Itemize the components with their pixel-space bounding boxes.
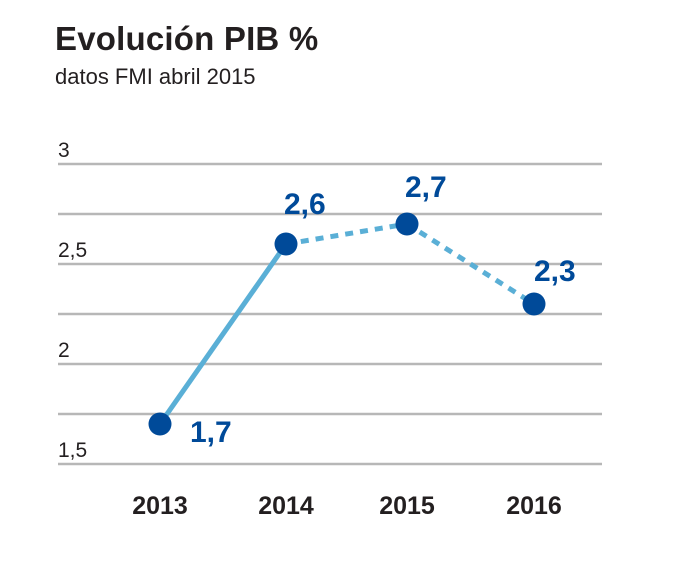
grid-layer [58,162,602,466]
solid-line-segment [157,242,289,426]
dashed-line-segment [405,221,536,307]
x-axis-ticks: 2013 2014 2015 2016 [132,492,562,520]
data-label: 2,7 [405,171,447,204]
data-labels: 1,7 2,6 2,7 2,3 [190,171,576,449]
y-tick-label: 3 [58,139,70,162]
x-tick-label: 2014 [258,492,314,520]
data-label: 2,6 [284,188,326,221]
chart-subtitle: datos FMI abril 2015 [55,64,256,89]
y-tick-label: 2,5 [58,239,87,262]
chart-title: Evolución PIB % [55,20,319,57]
dashed-line-segment [285,221,408,247]
data-label: 1,7 [190,416,232,449]
series-line [157,221,536,426]
data-label: 2,3 [534,255,576,288]
series-markers [148,212,546,436]
data-point-marker [148,412,172,436]
data-point-marker [522,292,546,316]
y-tick-label: 1,5 [58,439,87,462]
y-tick-label: 2 [58,339,70,362]
x-tick-label: 2016 [506,492,562,520]
data-point-marker [274,232,298,256]
y-axis-ticks: 3 2,5 2 1,5 [58,139,87,462]
x-tick-label: 2013 [132,492,188,520]
x-tick-label: 2015 [379,492,435,520]
data-point-marker [395,212,419,236]
